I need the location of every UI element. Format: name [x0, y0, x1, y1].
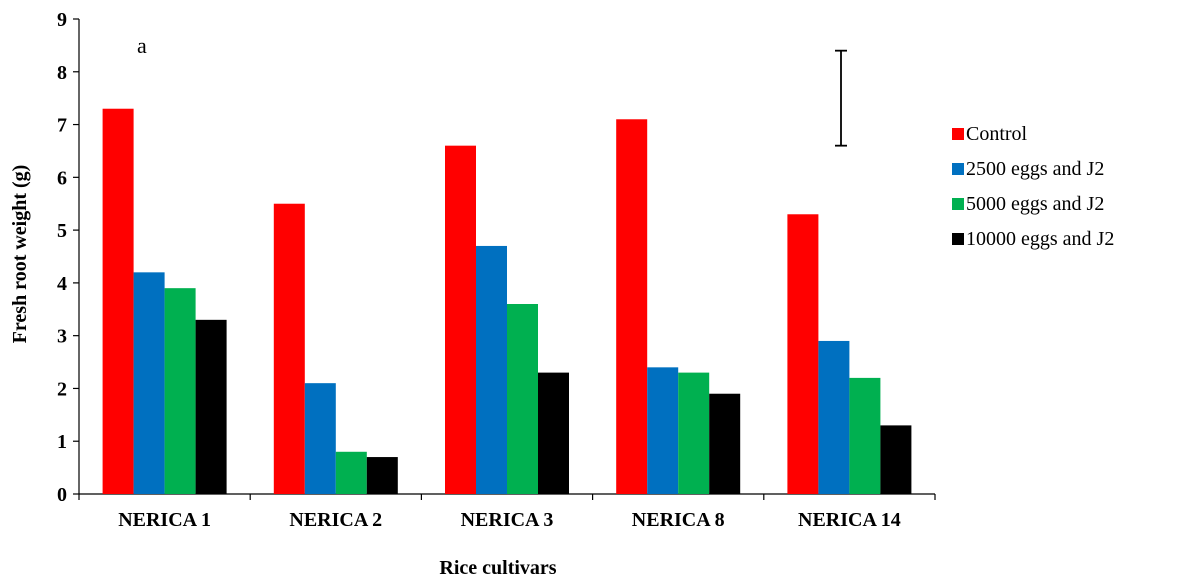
bar — [274, 204, 305, 494]
legend-swatch — [952, 163, 964, 175]
y-tick-label: 0 — [57, 484, 67, 506]
bar — [787, 214, 818, 494]
y-tick-label: 6 — [57, 167, 67, 189]
y-tick-label: 2 — [57, 378, 67, 400]
bar — [538, 373, 569, 494]
x-category-label: NERICA 14 — [798, 509, 901, 531]
y-axis-title: Fresh root weight (g) — [9, 165, 31, 344]
bar — [616, 119, 647, 494]
y-tick-label: 3 — [57, 326, 67, 348]
panel-annotation: a — [137, 33, 147, 58]
bar — [507, 304, 538, 494]
bar — [445, 146, 476, 494]
y-tick-label: 1 — [57, 431, 67, 453]
bar — [476, 246, 507, 494]
y-tick-label: 7 — [57, 115, 67, 137]
bar — [818, 341, 849, 494]
y-tick-label: 4 — [57, 273, 67, 295]
bar — [367, 457, 398, 494]
bar — [647, 367, 678, 494]
x-category-label: NERICA 8 — [632, 509, 725, 531]
legend-label: 2500 eggs and J2 — [966, 158, 1104, 180]
bar — [134, 272, 165, 494]
bar — [165, 288, 196, 494]
x-category-label: NERICA 1 — [118, 509, 211, 531]
bar — [196, 320, 227, 494]
x-category-label: NERICA 2 — [289, 509, 382, 531]
error-bar — [835, 51, 847, 146]
legend-label: 10000 eggs and J2 — [966, 228, 1114, 250]
legend-swatch — [952, 128, 964, 140]
x-axis-title: Rice cultivars — [439, 557, 556, 579]
y-axis: 0 1 2 3 4 5 6 7 8 9 — [57, 9, 79, 506]
bar — [305, 383, 336, 494]
bar — [880, 425, 911, 494]
legend: Control 2500 eggs and J2 5000 eggs and J2 1… — [952, 123, 1114, 250]
bar — [709, 394, 740, 494]
y-tick-label: 5 — [57, 220, 67, 242]
x-axis: NERICA 1 NERICA 2 NERICA 3 NERICA 8 NERICA 1… — [79, 494, 935, 531]
bar — [678, 373, 709, 494]
legend-swatch — [952, 233, 964, 245]
legend-swatch — [952, 198, 964, 210]
legend-label: 5000 eggs and J2 — [966, 193, 1104, 215]
y-tick-label: 9 — [57, 9, 67, 31]
legend-label: Control — [966, 123, 1028, 145]
bar — [336, 452, 367, 494]
bar — [849, 378, 880, 494]
y-tick-label: 8 — [57, 62, 67, 84]
bar — [103, 109, 134, 494]
bars — [103, 109, 912, 494]
x-category-label: NERICA 3 — [461, 509, 554, 531]
